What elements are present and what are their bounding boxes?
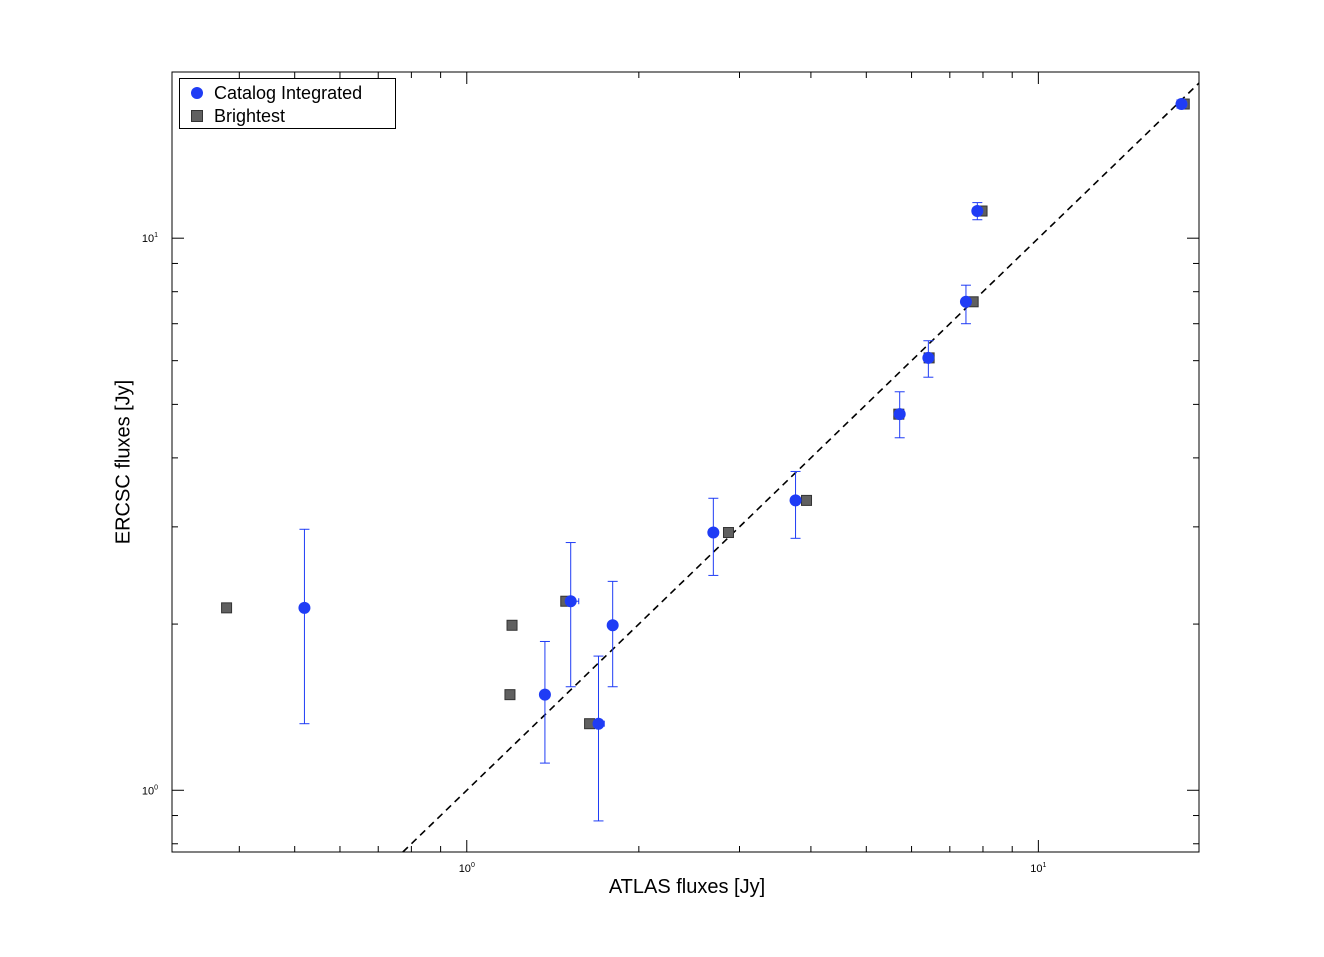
y-tick-label: 101 bbox=[142, 232, 158, 245]
catalog-integrated-point bbox=[564, 595, 577, 608]
legend-item-brightest: Brightest bbox=[180, 105, 285, 127]
catalog-integrated-point bbox=[959, 295, 972, 308]
x-axis-label: ATLAS fluxes [Jy] bbox=[608, 876, 766, 898]
error-bars bbox=[299, 99, 1187, 822]
catalog-integrated-point bbox=[592, 717, 605, 730]
catalog-integrated-markers bbox=[298, 98, 1188, 730]
legend-label: Catalog Integrated bbox=[214, 82, 363, 103]
y-axis-label: ERCSC fluxes [Jy] bbox=[112, 379, 135, 545]
catalog-integrated-point bbox=[1175, 98, 1188, 111]
catalog-integrated-point bbox=[971, 205, 984, 218]
x-tick-label: 100 bbox=[459, 862, 475, 875]
reference-line bbox=[402, 82, 1200, 853]
brightest-point bbox=[722, 527, 734, 539]
brightest-point bbox=[801, 494, 813, 506]
catalog-integrated-point bbox=[789, 494, 802, 507]
circle-marker-icon bbox=[191, 87, 203, 99]
catalog-integrated-point bbox=[606, 619, 619, 632]
legend: Catalog Integrated Brightest bbox=[179, 78, 396, 129]
plot-frame bbox=[171, 71, 1200, 853]
x-tick-label: 101 bbox=[1030, 862, 1046, 875]
legend-label: Brightest bbox=[214, 105, 286, 126]
brightest-point bbox=[506, 619, 518, 631]
brightest-point bbox=[504, 689, 516, 701]
legend-item-catalog-integrated: Catalog Integrated bbox=[180, 82, 362, 104]
y-tick-label: 100 bbox=[142, 784, 158, 797]
axis-ticks bbox=[172, 71, 1199, 852]
catalog-integrated-point bbox=[893, 408, 906, 421]
brightest-markers bbox=[221, 98, 1190, 730]
catalog-integrated-point bbox=[922, 351, 935, 364]
catalog-integrated-point bbox=[538, 688, 551, 701]
tick-labels: 100 101 100 101 bbox=[142, 232, 1047, 875]
catalog-integrated-point bbox=[707, 526, 720, 539]
brightest-point bbox=[221, 602, 233, 614]
catalog-integrated-point bbox=[298, 601, 311, 614]
reference-line-group bbox=[402, 82, 1200, 853]
square-marker-icon bbox=[191, 110, 203, 122]
